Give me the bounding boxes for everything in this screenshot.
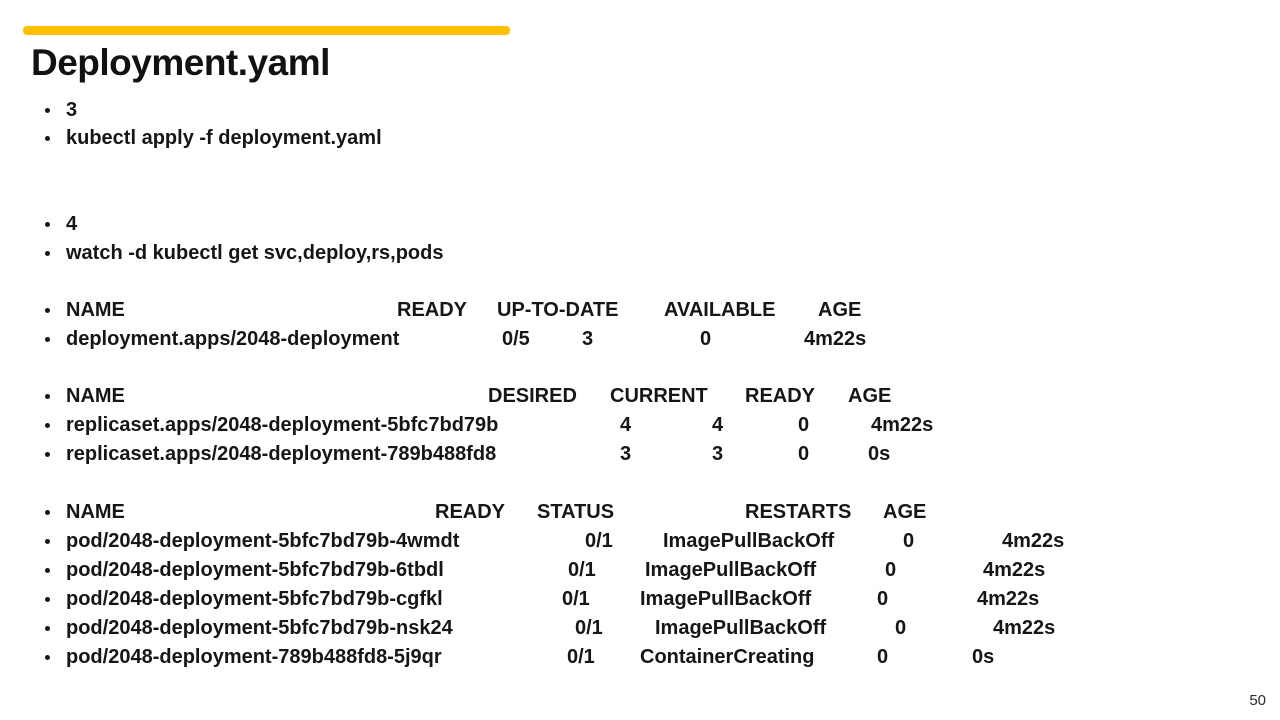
cell-name: pod/2048-deployment-5bfc7bd79b-nsk24	[66, 617, 453, 639]
cell-age: 4m22s	[983, 559, 1046, 581]
col-age: AGE	[818, 299, 862, 321]
page-number: 50	[1249, 692, 1266, 709]
cell-status: ImagePullBackOff	[640, 588, 812, 610]
cell-available: 0	[700, 328, 712, 350]
cell-name: deployment.apps/2048-deployment	[66, 328, 400, 350]
bullet-icon	[45, 510, 50, 515]
pod-table-row: pod/2048-deployment-789b488fd8-5j9qr 0/1…	[0, 643, 1280, 672]
bullet-icon	[45, 308, 50, 313]
cell-age: 4m22s	[804, 328, 867, 350]
bullet-icon	[45, 337, 50, 342]
cell-status: ImagePullBackOff	[655, 617, 827, 639]
pod-table-row: pod/2048-deployment-5bfc7bd79b-nsk24 0/1…	[0, 614, 1280, 643]
col-ready: READY	[397, 299, 468, 321]
bullet-line-step2-command: watch -d kubectl get svc,deploy,rs,pods	[0, 239, 1280, 268]
col-desired: DESIRED	[488, 385, 577, 407]
cell-age: 0s	[868, 443, 891, 465]
cell-name: pod/2048-deployment-5bfc7bd79b-4wmdt	[66, 530, 460, 552]
cell-status: ImagePullBackOff	[663, 530, 835, 552]
cell-restarts: 0	[895, 617, 907, 639]
pod-table-row: pod/2048-deployment-5bfc7bd79b-cgfkl 0/1…	[0, 585, 1280, 614]
cell-name: pod/2048-deployment-5bfc7bd79b-6tbdl	[66, 559, 444, 581]
bullet-icon	[45, 136, 50, 141]
bullet-line-step1-number: 3	[0, 96, 1280, 125]
cell-age: 4m22s	[977, 588, 1040, 610]
replicaset-table-row: replicaset.apps/2048-deployment-5bfc7bd7…	[0, 411, 1280, 440]
deployment-table-row: deployment.apps/2048-deployment 0/5 3 0 …	[0, 325, 1280, 354]
bullet-icon	[45, 222, 50, 227]
replicaset-table-header-row: NAME DESIRED CURRENT READY AGE	[0, 382, 1280, 411]
cell-ready: 0/1	[575, 617, 603, 639]
cell-restarts: 0	[877, 646, 889, 668]
bullet-icon	[45, 452, 50, 457]
cell-restarts: 0	[877, 588, 889, 610]
col-current: CURRENT	[610, 385, 708, 407]
bullet-icon	[45, 423, 50, 428]
cell-age: 4m22s	[993, 617, 1056, 639]
bullet-icon	[45, 568, 50, 573]
cell-status: ContainerCreating	[640, 646, 815, 668]
bullet-icon	[45, 394, 50, 399]
cell-uptodate: 3	[582, 328, 594, 350]
bullet-icon	[45, 626, 50, 631]
cell-ready: 0/1	[568, 559, 596, 581]
bullet-icon	[45, 251, 50, 256]
pod-table-header-row: NAME READY STATUS RESTARTS AGE	[0, 498, 1280, 527]
cell-ready: 0/1	[585, 530, 613, 552]
col-restarts: RESTARTS	[745, 501, 852, 523]
bullet-line-step2-number: 4	[0, 210, 1280, 239]
cell-ready: 0/1	[567, 646, 595, 668]
pod-table-row: pod/2048-deployment-5bfc7bd79b-4wmdt 0/1…	[0, 527, 1280, 556]
step-number: 3	[66, 99, 78, 121]
col-name: NAME	[66, 385, 125, 407]
accent-bar	[23, 26, 510, 35]
cell-status: ImagePullBackOff	[645, 559, 817, 581]
step-number: 4	[66, 213, 78, 235]
bullet-icon	[45, 655, 50, 660]
col-ready: READY	[745, 385, 816, 407]
bullet-icon	[45, 108, 50, 113]
bullet-icon	[45, 597, 50, 602]
col-status: STATUS	[537, 501, 615, 523]
col-name: NAME	[66, 299, 125, 321]
cell-restarts: 0	[885, 559, 897, 581]
cell-desired: 3	[620, 443, 632, 465]
cell-current: 4	[712, 414, 724, 436]
bullet-line-step1-command: kubectl apply -f deployment.yaml	[0, 124, 1280, 153]
deployment-table-header-row: NAME READY UP-TO-DATE AVAILABLE AGE	[0, 296, 1280, 325]
col-name: NAME	[66, 501, 125, 523]
cell-age: 4m22s	[1002, 530, 1065, 552]
page-title: Deployment.yaml	[31, 42, 330, 83]
col-available: AVAILABLE	[664, 299, 776, 321]
bullet-icon	[45, 539, 50, 544]
col-uptodate: UP-TO-DATE	[497, 299, 619, 321]
col-age: AGE	[883, 501, 927, 523]
pod-table-row: pod/2048-deployment-5bfc7bd79b-6tbdl 0/1…	[0, 556, 1280, 585]
cell-ready: 0	[798, 443, 810, 465]
replicaset-table-row: replicaset.apps/2048-deployment-789b488f…	[0, 440, 1280, 469]
cell-ready: 0/1	[562, 588, 590, 610]
cell-ready: 0	[798, 414, 810, 436]
cell-age: 4m22s	[871, 414, 934, 436]
cell-name: replicaset.apps/2048-deployment-5bfc7bd7…	[66, 414, 499, 436]
cell-ready: 0/5	[502, 328, 530, 350]
command-text: kubectl apply -f deployment.yaml	[66, 127, 382, 149]
cell-age: 0s	[972, 646, 995, 668]
cell-name: replicaset.apps/2048-deployment-789b488f…	[66, 443, 497, 465]
cell-name: pod/2048-deployment-789b488fd8-5j9qr	[66, 646, 442, 668]
cell-name: pod/2048-deployment-5bfc7bd79b-cgfkl	[66, 588, 443, 610]
command-text: watch -d kubectl get svc,deploy,rs,pods	[66, 242, 444, 264]
cell-current: 3	[712, 443, 724, 465]
cell-desired: 4	[620, 414, 632, 436]
cell-restarts: 0	[903, 530, 915, 552]
col-age: AGE	[848, 385, 892, 407]
col-ready: READY	[435, 501, 506, 523]
